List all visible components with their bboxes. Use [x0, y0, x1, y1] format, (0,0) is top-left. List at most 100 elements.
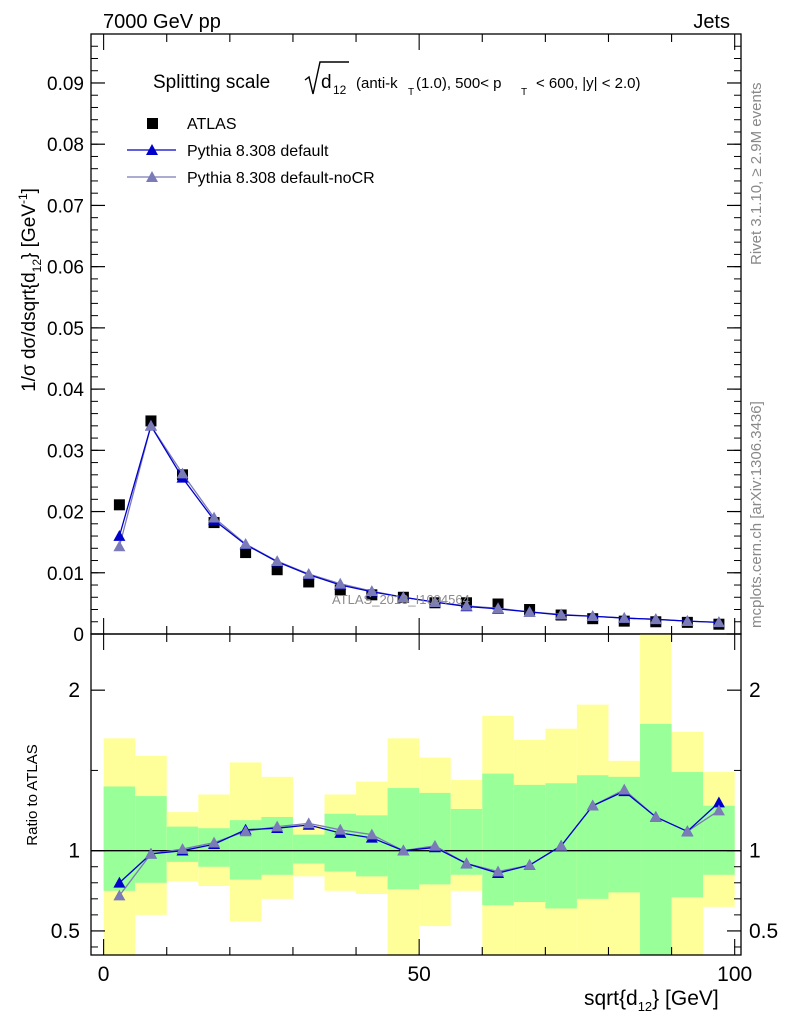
ratio-plot-frame	[90, 633, 742, 956]
band-inner-bin	[103, 786, 136, 891]
band-inner-bin	[513, 784, 546, 903]
nocr-point	[555, 608, 568, 620]
main-ytick-label: 0.06	[47, 258, 84, 279]
legend-marker-default	[146, 144, 158, 155]
ratio-nocr-point	[113, 889, 126, 901]
analysis-watermark: ATLAS_2013_I1094564	[332, 592, 470, 607]
title-sqrt-var: d	[321, 72, 332, 93]
ratio-nocr-point	[239, 825, 252, 837]
band-inner-bin	[292, 834, 325, 864]
ratio-nocr-point	[649, 810, 662, 822]
main-ytick-label: 0.05	[47, 319, 84, 340]
ratio-ytick-label: 1	[68, 840, 80, 863]
main-ytick-label: 0.09	[47, 74, 84, 95]
ratio-nocr-line	[118, 788, 720, 897]
ratio-nocr-point	[271, 820, 284, 832]
nocr-point	[586, 610, 599, 622]
legend-label-nocr: Pythia 8.308 default-noCR	[187, 170, 375, 187]
ratio-nocr-point	[523, 859, 536, 870]
title-sqrt-sub: 12	[333, 83, 347, 97]
legend-label-default: Pythia 8.308 default	[187, 143, 329, 160]
nocr-point	[239, 538, 252, 549]
xlabel-rest: } [GeV]	[652, 987, 719, 1010]
title-main: Splitting scale	[153, 72, 270, 93]
title-rest-3: < 600, |y| < 2.0)	[536, 75, 641, 92]
x-axis-label: sqrt{d12} [GeV]	[584, 987, 719, 1014]
legend-marker-nocr	[146, 171, 158, 182]
ratio-nocr-point	[618, 783, 631, 795]
ratio-xtick-label: 50	[407, 963, 430, 986]
main-ytick-label: 0.02	[47, 503, 84, 524]
ratio-nocr-point	[397, 844, 410, 856]
ratio-nocr-point	[428, 839, 441, 851]
ratio-nocr-point	[712, 804, 725, 816]
ratio-nocr-point	[334, 823, 347, 835]
main-ylabel: 1/σ dσ/dsqrt{d12} [GeV-1]	[16, 188, 44, 392]
ratio-ytick-label: 0.5	[51, 920, 80, 943]
main-ytick-label: 0.08	[47, 135, 84, 156]
nocr-point	[176, 467, 189, 479]
ratio-nocr-point	[586, 799, 599, 811]
band-inner-bin	[703, 805, 735, 875]
nocr-point	[681, 615, 694, 626]
band-inner-bin	[482, 773, 514, 906]
legend: ATLAS Pythia 8.308 default Pythia 8.308 …	[127, 116, 375, 187]
nocr-point	[113, 540, 126, 552]
nocr-point	[334, 577, 347, 589]
default-point	[113, 530, 126, 541]
source-label: mcplots.cern.ch [arXiv:1306.3436]	[748, 401, 765, 628]
nocr-point	[523, 605, 536, 617]
ratio-ytick-label-right: 1	[749, 840, 761, 863]
nocr-point	[208, 511, 221, 523]
nocr-point	[397, 591, 410, 603]
main-panel: 0 0.01 0.02 0.03 0.04 0.05 0.06 0.07 0.08 0.09	[47, 33, 742, 646]
atlas-point	[303, 576, 315, 588]
ratio-ytick-label: 2	[68, 679, 80, 702]
ratio-nocr-point	[302, 817, 315, 829]
nocr-point	[492, 602, 505, 614]
ratio-default-point	[712, 796, 725, 808]
ratio-nocr-point	[144, 847, 157, 859]
band-inner-bin	[356, 815, 388, 877]
ratio-nocr-point	[208, 836, 221, 848]
header-left-label: 7000 GeV pp	[103, 11, 221, 33]
atlas-point	[334, 584, 346, 596]
ratio-nocr-point	[681, 825, 694, 837]
main-ytick-label: 0	[73, 625, 84, 646]
ylabel-end: ]	[19, 188, 40, 193]
title-rest-1: (anti-k	[356, 75, 398, 92]
ratio-ytick-label-right: 0.5	[749, 920, 778, 943]
rivet-label: Rivet 3.1.10, ≥ 2.9M events	[748, 83, 765, 266]
main-ytick-label: 0.07	[47, 196, 84, 217]
legend-marker-atlas	[147, 118, 158, 129]
ratio-nocr-point	[492, 865, 505, 877]
nocr-point	[618, 612, 631, 623]
nocr-point	[712, 616, 725, 628]
svg-text:sqrt{d12} [GeV]: sqrt{d12} [GeV]	[584, 987, 719, 1014]
band-inner-bin	[576, 775, 609, 899]
title-rest-2: (1.0), 500< p	[416, 75, 501, 92]
nocr-point	[428, 596, 441, 607]
ratio-xtick-label: 0	[98, 963, 110, 986]
main-ytick-label: 0.01	[47, 564, 84, 585]
ratio-xtick-label: 100	[717, 963, 752, 986]
atlas-point	[271, 564, 283, 576]
ratio-default-point	[113, 876, 126, 888]
main-title: Splitting scale d 12 (anti-k T (1.0), 50…	[153, 61, 641, 98]
main-ytick-label: 0.04	[47, 380, 84, 401]
nocr-point	[144, 419, 157, 431]
band-inner-bin	[387, 788, 420, 890]
ratio-nocr-point	[365, 828, 378, 840]
ylabel-sup: -1	[16, 193, 30, 204]
band-inner-bin	[135, 796, 167, 883]
xlabel-text: sqrt{d	[584, 987, 638, 1010]
legend-label-atlas: ATLAS	[187, 116, 237, 133]
nocr-point	[460, 599, 473, 611]
title-rest-sub-t2: T	[521, 87, 527, 98]
header-right-label: Jets	[693, 11, 730, 33]
ratio-nocr-point	[176, 843, 189, 854]
band-inner-bin	[640, 723, 672, 955]
band-inner-bin	[324, 813, 357, 872]
ratio-nocr-point	[555, 839, 568, 851]
